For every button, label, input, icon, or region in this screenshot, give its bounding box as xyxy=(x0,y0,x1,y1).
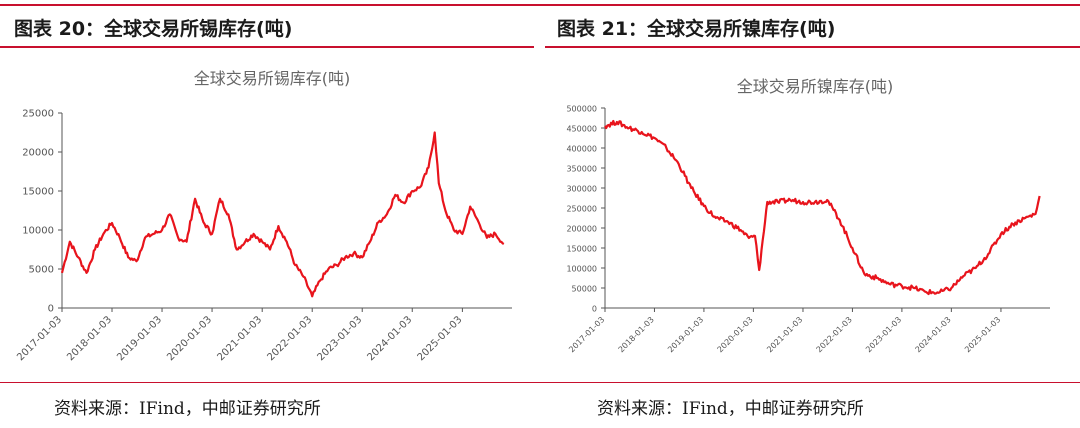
series-line xyxy=(60,131,505,298)
y-tick-label: 500000 xyxy=(566,105,597,114)
chart-caption-tin: 图表 20：全球交易所锡库存(吨) xyxy=(14,18,293,40)
source-note-left: 资料来源：IFind，中邮证券研究所 xyxy=(54,399,321,419)
x-tick-label: 2018-01-03 xyxy=(617,315,656,354)
x-tick-label: 2021-01-03 xyxy=(215,314,264,363)
x-tick-label: 2023-01-03 xyxy=(864,315,903,354)
y-tick-label: 100000 xyxy=(566,265,597,274)
x-tick-label: 2025-01-03 xyxy=(963,315,1002,354)
x-tick-label: 2019-01-03 xyxy=(115,314,164,363)
x-tick-label: 2017-01-03 xyxy=(15,314,64,363)
y-tick-label: 20000 xyxy=(22,148,54,159)
x-tick-label: 2023-01-03 xyxy=(315,314,364,363)
series-line xyxy=(604,119,1041,296)
chart-title: 全球交易所锡库存(吨) xyxy=(194,69,351,88)
x-tick-label: 2018-01-03 xyxy=(65,314,114,363)
x-tick-label: 2021-01-03 xyxy=(765,315,804,354)
x-tick-label: 2024-01-03 xyxy=(914,315,953,354)
y-tick-label: 200000 xyxy=(566,225,597,234)
y-tick-label: 0 xyxy=(48,304,54,315)
x-tick-label: 2025-01-03 xyxy=(416,314,465,363)
y-tick-label: 50000 xyxy=(572,285,597,294)
x-tick-label: 2020-01-03 xyxy=(165,314,214,363)
x-tick-label: 2020-01-03 xyxy=(716,315,755,354)
x-tick-label: 2019-01-03 xyxy=(666,315,705,354)
y-tick-label: 300000 xyxy=(566,185,597,194)
x-tick-label: 2024-01-03 xyxy=(365,314,414,363)
bottom-rule xyxy=(0,382,1080,383)
y-tick-label: 5000 xyxy=(29,265,54,276)
caption-rule-left xyxy=(0,46,534,48)
source-note-right: 资料来源：IFind，中邮证券研究所 xyxy=(597,399,864,419)
y-tick-label: 450000 xyxy=(566,125,597,134)
y-tick-label: 150000 xyxy=(566,245,597,254)
y-tick-label: 400000 xyxy=(566,145,597,154)
x-tick-label: 2022-01-03 xyxy=(815,315,854,354)
y-tick-label: 250000 xyxy=(566,205,597,214)
chart-title: 全球交易所镍库存(吨) xyxy=(737,77,894,96)
y-tick-label: 10000 xyxy=(22,226,54,237)
x-tick-label: 2022-01-03 xyxy=(265,314,314,363)
x-tick-label: 2017-01-03 xyxy=(567,315,606,354)
tin-inventory-chart: 全球交易所锡库存(吨) 0 5000 10000 15000 20000 25000 201… xyxy=(15,69,512,363)
nickel-inventory-chart: 全球交易所镍库存(吨) 0 50000 100000 150000 200000 2500… xyxy=(566,77,1050,354)
y-tick-label: 350000 xyxy=(566,165,597,174)
y-tick-label: 0 xyxy=(592,305,597,314)
top-rule xyxy=(0,4,1080,6)
caption-rule-right xyxy=(545,46,1080,48)
y-tick-label: 25000 xyxy=(22,109,54,120)
y-tick-label: 15000 xyxy=(22,187,54,198)
chart-caption-nickel: 图表 21：全球交易所镍库存(吨) xyxy=(557,18,836,40)
